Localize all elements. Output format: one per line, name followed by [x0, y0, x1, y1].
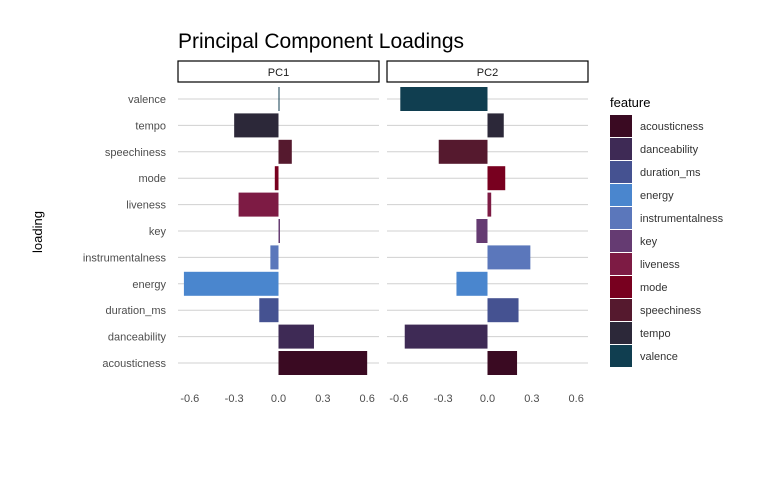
y-tick-label: tempo	[135, 120, 166, 132]
legend-item-duration_ms: duration_ms	[610, 161, 701, 183]
y-tick-label: instrumentalness	[83, 252, 167, 264]
x-tick-label: 0.0	[480, 393, 495, 405]
x-tick-label: 0.6	[360, 393, 375, 405]
legend-swatch	[610, 299, 632, 321]
bar-danceability	[278, 324, 314, 349]
facet-strip	[386, 60, 589, 83]
legend-swatch	[610, 207, 632, 229]
bar-speechiness	[438, 139, 488, 164]
legend-item-instrumentalness: instrumentalness	[610, 207, 724, 229]
bar-valence	[400, 87, 488, 111]
facet-strip-label: PC2	[477, 67, 498, 79]
bar-danceability	[404, 324, 488, 349]
legend-label: key	[640, 236, 658, 248]
bar-tempo	[487, 113, 504, 138]
bar-instrumentalness	[487, 245, 531, 270]
y-tick-label: danceability	[108, 332, 167, 344]
legend-label: energy	[640, 190, 674, 202]
bar-energy	[183, 271, 279, 296]
x-tick-label: -0.6	[180, 393, 199, 405]
bar-duration_ms	[487, 298, 519, 323]
legend-label: liveness	[640, 259, 680, 271]
legend-label: valence	[640, 351, 678, 363]
x-tick-label: -0.6	[389, 393, 408, 405]
bar-key	[476, 219, 488, 243]
legend-item-energy: energy	[610, 184, 674, 206]
y-tick-label: energy	[132, 279, 166, 291]
legend-label: danceability	[640, 144, 699, 156]
x-tick-label: 0.0	[271, 393, 286, 405]
legend-item-valence: valence	[610, 345, 678, 367]
y-tick-label: acousticness	[102, 358, 166, 370]
bar-key	[278, 219, 280, 243]
x-tick-label: 0.3	[315, 393, 330, 405]
x-tick-label: -0.3	[225, 393, 244, 405]
legend-item-tempo: tempo	[610, 322, 671, 344]
y-tick-label: mode	[138, 173, 166, 185]
legend-title: feature	[610, 95, 650, 110]
legend-swatch	[610, 253, 632, 275]
bar-duration_ms	[259, 298, 279, 323]
legend-label: speechiness	[640, 305, 702, 317]
bar-energy	[456, 271, 488, 296]
legend-label: duration_ms	[640, 167, 701, 179]
legend-item-key: key	[610, 230, 658, 252]
facet-panels: PC1 -0.6 -0.3 0.0 0.3 0.6 PC2 -0.6 -0.3 0.0 0.3 0.6	[177, 60, 589, 405]
legend-label: tempo	[640, 328, 671, 340]
legend-swatch	[610, 184, 632, 206]
bar-mode	[274, 166, 279, 191]
legend-item-speechiness: speechiness	[610, 299, 702, 321]
y-tick-label: speechiness	[105, 147, 167, 159]
y-tick-label: valence	[128, 94, 166, 106]
bar-acousticness	[278, 351, 368, 375]
bar-mode	[487, 166, 506, 191]
facet-strip-label: PC1	[268, 67, 289, 79]
x-tick-label: 0.6	[569, 393, 584, 405]
legend-item-danceability: danceability	[610, 138, 699, 160]
category-tick-labels: valence tempo speechiness mode liveness key in…	[83, 94, 167, 370]
y-axis-title: loading	[30, 211, 45, 253]
legend-item-mode: mode	[610, 276, 668, 298]
legend-swatch	[610, 161, 632, 183]
y-tick-label: duration_ms	[105, 305, 166, 317]
y-tick-label: key	[149, 226, 167, 238]
panel-pc1: PC1 -0.6 -0.3 0.0 0.3 0.6	[177, 60, 380, 405]
legend-label: instrumentalness	[640, 213, 724, 225]
legend-swatch	[610, 230, 632, 252]
chart-title: Principal Component Loadings	[178, 30, 464, 53]
legend-swatch	[610, 276, 632, 298]
bar-instrumentalness	[270, 245, 279, 270]
legend-swatch	[610, 345, 632, 367]
x-tick-label: -0.3	[434, 393, 453, 405]
bar-speechiness	[278, 139, 292, 164]
bar-liveness	[238, 192, 279, 217]
x-tick-label: 0.3	[524, 393, 539, 405]
legend-label: mode	[640, 282, 668, 294]
legend-item-liveness: liveness	[610, 253, 680, 275]
panel-pc2: PC2 -0.6 -0.3 0.0 0.3 0.6	[386, 60, 589, 405]
bar-valence	[278, 87, 280, 111]
legend-swatch	[610, 138, 632, 160]
bar-tempo	[234, 113, 279, 138]
bar-liveness	[487, 192, 492, 217]
y-tick-label: liveness	[126, 200, 166, 212]
facet-strip	[177, 60, 380, 83]
legend-label: acousticness	[640, 121, 704, 133]
legend: feature acousticness danceability duration…	[610, 95, 724, 367]
legend-item-acousticness: acousticness	[610, 115, 704, 137]
legend-swatch	[610, 115, 632, 137]
bar-acousticness	[487, 351, 518, 375]
legend-swatch	[610, 322, 632, 344]
